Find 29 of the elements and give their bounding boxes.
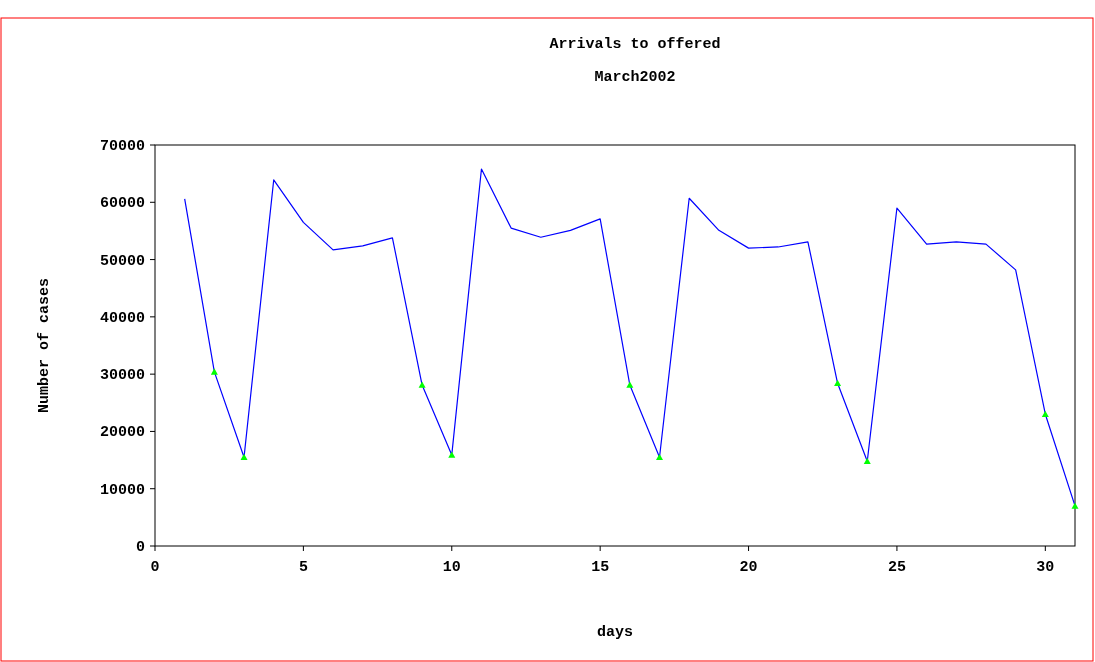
x-tick-label: 5 — [298, 559, 308, 576]
x-tick-label: 15 — [591, 559, 610, 576]
y-tick-label: 70000 — [99, 138, 145, 155]
point — [1041, 410, 1049, 418]
y-tick-label: 0 — [135, 539, 145, 556]
point — [1071, 502, 1079, 509]
point — [626, 381, 634, 388]
y-tick-label: 20000 — [99, 424, 145, 442]
point — [418, 381, 426, 388]
point — [834, 379, 842, 387]
point — [210, 368, 218, 375]
y-tick-label: 30000 — [99, 367, 145, 385]
y-tick-label: 50000 — [99, 252, 145, 270]
x-tick-label: 0 — [150, 559, 160, 576]
y-axis-title: Number of cases — [36, 277, 53, 414]
x-tick-label: 20 — [739, 559, 758, 576]
chart-subtitle: March2002 — [594, 69, 676, 86]
y-tick-label: 60000 — [99, 195, 145, 213]
x-axis-title: days — [596, 624, 634, 641]
y-tick-label: 40000 — [99, 309, 145, 327]
x-tick-label: 25 — [887, 559, 906, 576]
x-tick-label: 10 — [442, 559, 461, 576]
point — [448, 451, 456, 458]
point — [240, 453, 248, 461]
chart-title: Arrivals to offered — [549, 36, 721, 53]
point — [656, 453, 664, 461]
y-tick-label: 10000 — [99, 481, 145, 499]
x-tick-label: 30 — [1036, 559, 1055, 576]
point — [863, 457, 871, 465]
